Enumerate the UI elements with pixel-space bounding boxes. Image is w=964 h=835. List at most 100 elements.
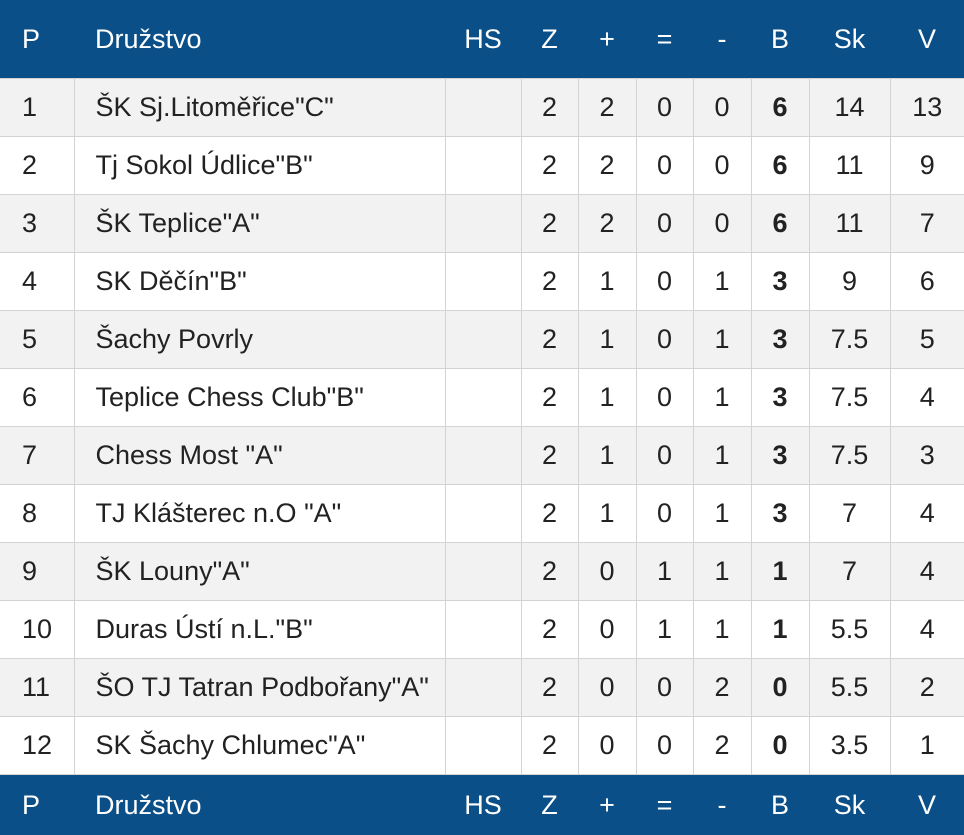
cell-losses: 1	[693, 543, 751, 601]
col-header-draws[interactable]: =	[636, 0, 693, 79]
cell-team[interactable]: TJ Klášterec n.O "A"	[74, 485, 445, 543]
cell-team[interactable]: Šachy Povrly	[74, 311, 445, 369]
cell-draws: 0	[636, 137, 693, 195]
cell-position: 5	[0, 311, 74, 369]
cell-hs	[445, 601, 521, 659]
cell-score: 7.5	[809, 311, 890, 369]
cell-wins: 0	[578, 717, 636, 775]
cell-points: 3	[751, 253, 809, 311]
cell-score: 9	[809, 253, 890, 311]
cell-points: 6	[751, 137, 809, 195]
cell-score: 7	[809, 543, 890, 601]
cell-points: 0	[751, 717, 809, 775]
footer-header-v: V	[890, 775, 964, 835]
cell-games: 2	[521, 79, 578, 137]
cell-wins: 1	[578, 253, 636, 311]
footer-header-hs: HS	[445, 775, 521, 835]
cell-points: 3	[751, 427, 809, 485]
cell-draws: 1	[636, 543, 693, 601]
col-header-losses[interactable]: -	[693, 0, 751, 79]
col-header-score[interactable]: Sk	[809, 0, 890, 79]
cell-draws: 0	[636, 659, 693, 717]
cell-v: 4	[890, 601, 964, 659]
cell-points: 3	[751, 311, 809, 369]
cell-draws: 0	[636, 311, 693, 369]
col-header-team[interactable]: Družstvo	[74, 0, 445, 79]
footer-header-team: Družstvo	[74, 775, 445, 835]
cell-v: 13	[890, 79, 964, 137]
cell-team[interactable]: ŠK Louny"A"	[74, 543, 445, 601]
cell-position: 2	[0, 137, 74, 195]
cell-score: 11	[809, 195, 890, 253]
cell-team[interactable]: Chess Most "A"	[74, 427, 445, 485]
table-header: P Družstvo HS Z + = - B Sk V	[0, 0, 964, 79]
cell-draws: 1	[636, 601, 693, 659]
cell-v: 5	[890, 311, 964, 369]
table-footer: P Družstvo HS Z + = - B Sk V	[0, 775, 964, 835]
cell-v: 4	[890, 369, 964, 427]
cell-points: 1	[751, 543, 809, 601]
cell-hs	[445, 137, 521, 195]
cell-hs	[445, 659, 521, 717]
cell-team[interactable]: SK Šachy Chlumec"A"	[74, 717, 445, 775]
cell-wins: 1	[578, 485, 636, 543]
cell-position: 3	[0, 195, 74, 253]
cell-hs	[445, 311, 521, 369]
cell-team[interactable]: Teplice Chess Club"B"	[74, 369, 445, 427]
cell-team[interactable]: Duras Ústí n.L."B"	[74, 601, 445, 659]
cell-position: 10	[0, 601, 74, 659]
cell-points: 0	[751, 659, 809, 717]
cell-draws: 0	[636, 79, 693, 137]
cell-hs	[445, 485, 521, 543]
cell-team[interactable]: ŠK Teplice"A"	[74, 195, 445, 253]
cell-team[interactable]: Tj Sokol Údlice"B"	[74, 137, 445, 195]
cell-wins: 1	[578, 369, 636, 427]
cell-v: 2	[890, 659, 964, 717]
cell-hs	[445, 427, 521, 485]
cell-team[interactable]: SK Děčín"B"	[74, 253, 445, 311]
cell-team[interactable]: ŠK Sj.Litoměřice"C"	[74, 79, 445, 137]
col-header-hs[interactable]: HS	[445, 0, 521, 79]
cell-losses: 1	[693, 601, 751, 659]
cell-hs	[445, 253, 521, 311]
col-header-points[interactable]: B	[751, 0, 809, 79]
cell-v: 3	[890, 427, 964, 485]
cell-v: 6	[890, 253, 964, 311]
footer-header-losses: -	[693, 775, 751, 835]
cell-losses: 0	[693, 195, 751, 253]
col-header-wins[interactable]: +	[578, 0, 636, 79]
cell-position: 7	[0, 427, 74, 485]
footer-header-points: B	[751, 775, 809, 835]
cell-losses: 1	[693, 253, 751, 311]
footer-header-draws: =	[636, 775, 693, 835]
col-header-games[interactable]: Z	[521, 0, 578, 79]
cell-points: 6	[751, 79, 809, 137]
cell-losses: 0	[693, 79, 751, 137]
cell-losses: 1	[693, 311, 751, 369]
footer-row: P Družstvo HS Z + = - B Sk V	[0, 775, 964, 835]
cell-position: 8	[0, 485, 74, 543]
cell-losses: 2	[693, 717, 751, 775]
footer-header-score: Sk	[809, 775, 890, 835]
col-header-v[interactable]: V	[890, 0, 964, 79]
cell-v: 1	[890, 717, 964, 775]
cell-wins: 0	[578, 543, 636, 601]
cell-hs	[445, 369, 521, 427]
cell-position: 6	[0, 369, 74, 427]
cell-team[interactable]: ŠO TJ Tatran Podbořany"A"	[74, 659, 445, 717]
col-header-position[interactable]: P	[0, 0, 74, 79]
cell-draws: 0	[636, 427, 693, 485]
